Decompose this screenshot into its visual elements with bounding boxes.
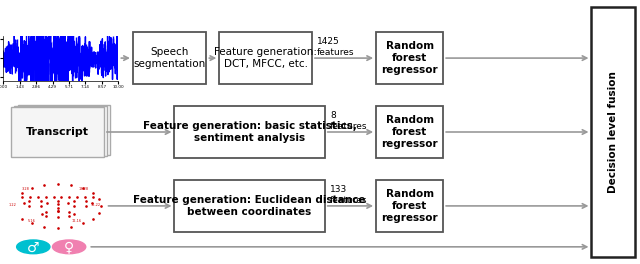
Text: Random
forest
regressor: Random forest regressor [381,115,438,149]
FancyBboxPatch shape [376,180,443,232]
Text: ♂: ♂ [27,240,40,254]
Text: 5,16: 5,16 [28,219,36,223]
FancyBboxPatch shape [133,32,206,84]
Text: 13,28: 13,28 [78,187,88,191]
Text: Random
forest
regressor: Random forest regressor [381,41,438,75]
Text: Speech
segmentation: Speech segmentation [134,47,205,69]
Text: 133
features: 133 features [330,185,367,205]
FancyBboxPatch shape [18,105,110,155]
FancyBboxPatch shape [591,7,635,257]
Text: ♀: ♀ [64,240,74,254]
Text: 8
features: 8 features [330,111,367,131]
FancyBboxPatch shape [219,32,312,84]
FancyBboxPatch shape [376,32,443,84]
Text: Feature generation: Euclidean distance
between coordinates: Feature generation: Euclidean distance b… [133,195,366,217]
Text: 3,28: 3,28 [22,187,29,191]
Text: 12,16: 12,16 [72,219,82,223]
Text: Feature generation: basic statistics,
sentiment analysis: Feature generation: basic statistics, se… [143,121,356,143]
Text: Transcript: Transcript [26,127,89,137]
Text: 1425
features: 1425 features [317,37,355,57]
Circle shape [17,240,50,254]
FancyBboxPatch shape [174,180,325,232]
Text: Feature generation:
DCT, MFCC, etc.: Feature generation: DCT, MFCC, etc. [214,47,317,69]
FancyBboxPatch shape [174,106,325,158]
FancyBboxPatch shape [376,106,443,158]
Text: Decision level fusion: Decision level fusion [608,71,618,193]
FancyBboxPatch shape [15,106,107,156]
Text: 1,22: 1,22 [9,203,17,207]
Circle shape [52,240,86,254]
Text: 15,22: 15,22 [91,203,101,207]
Text: Random
forest
regressor: Random forest regressor [381,189,438,223]
FancyBboxPatch shape [12,107,104,157]
